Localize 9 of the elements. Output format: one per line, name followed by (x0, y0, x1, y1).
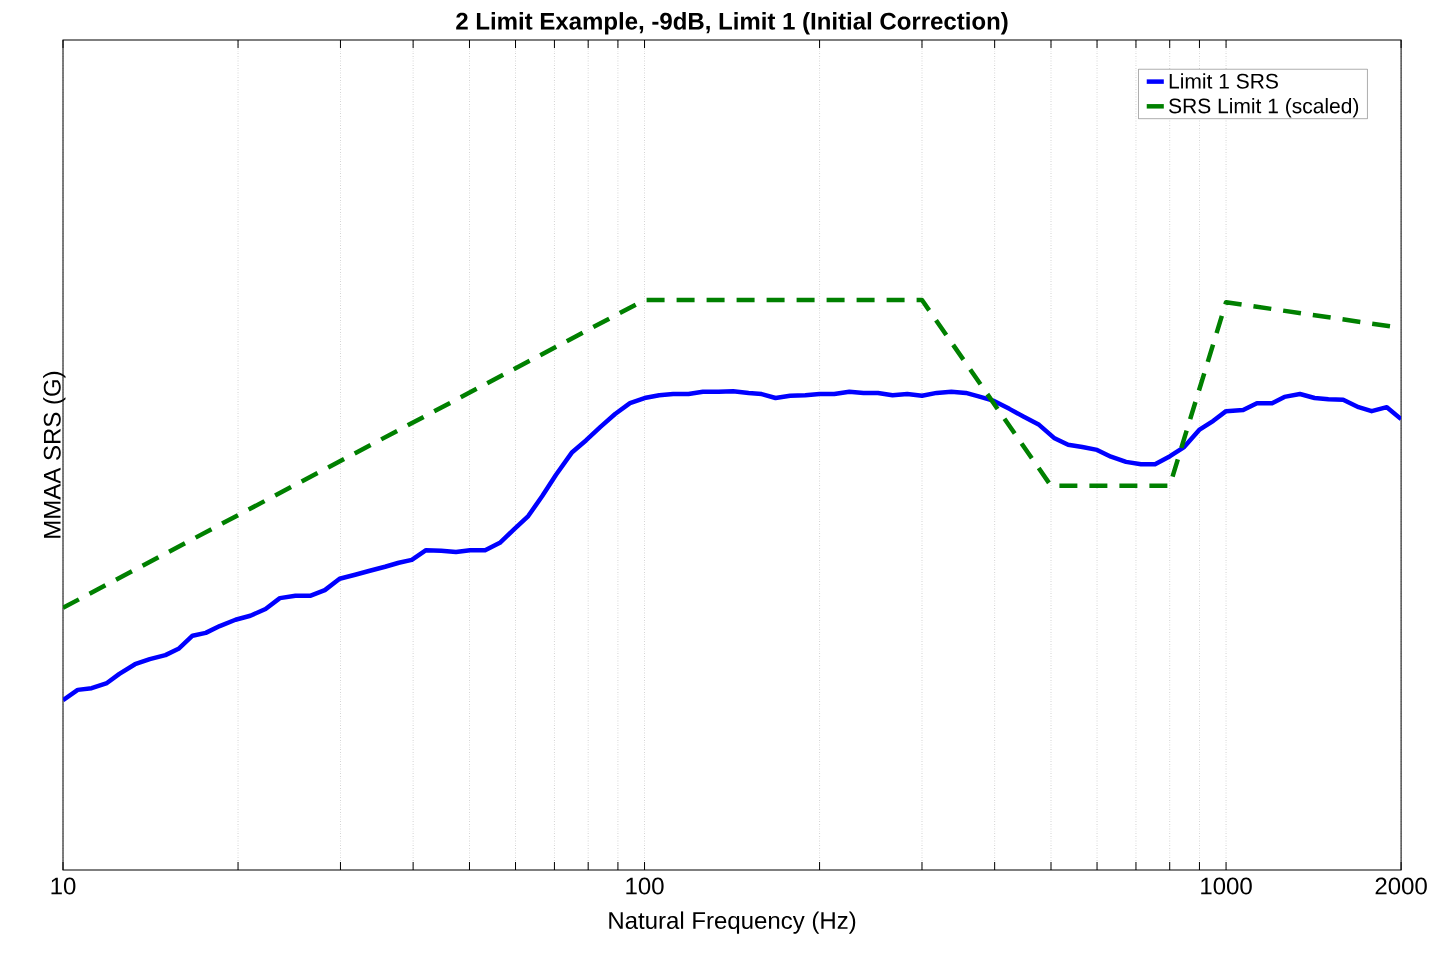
legend-label: Limit 1 SRS (1169, 73, 1278, 89)
x-axis-title: Natural Frequency (Hz) (609, 911, 856, 934)
x-tick-label: 2000 (1375, 877, 1427, 895)
chart-title: 2 Limit Example, -9dB, Limit 1 (Initial Correction) (456, 12, 1008, 35)
y-axis-title: MMAA SRS (G) (43, 371, 66, 538)
x-tick-label: 10 (51, 877, 76, 895)
legend-label: SRS Limit 1 (scaled) (1169, 97, 1359, 118)
x-tick-label: 100 (626, 877, 664, 895)
x-tick-label: 1000 (1201, 877, 1252, 895)
